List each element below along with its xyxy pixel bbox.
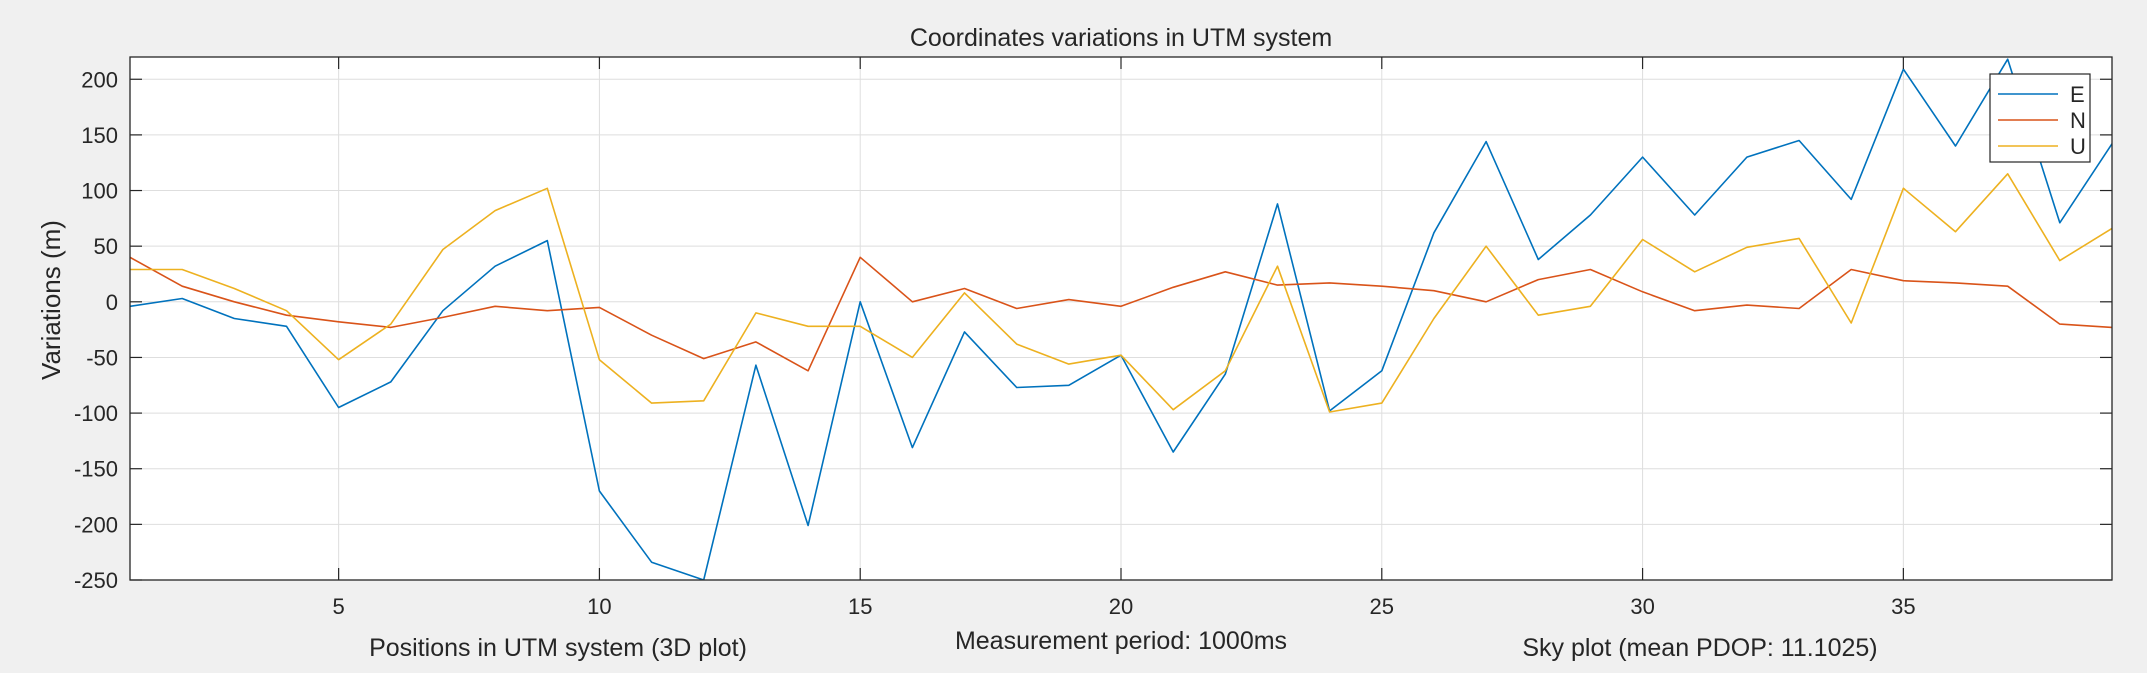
y-tick-label: 100 bbox=[81, 179, 118, 204]
legend-label-e: E bbox=[2070, 82, 2085, 107]
legend[interactable]: ENU bbox=[1989, 73, 2091, 163]
y-tick-label: 150 bbox=[81, 123, 118, 148]
legend-label-u: U bbox=[2070, 134, 2086, 159]
x-tick-label: 30 bbox=[1630, 594, 1654, 619]
y-tick-label: 0 bbox=[106, 290, 118, 315]
series-line-u bbox=[130, 173, 2112, 413]
y-tick-label: 200 bbox=[81, 67, 118, 92]
y-tick-label: -250 bbox=[74, 568, 118, 593]
y-tick-label: -150 bbox=[74, 457, 118, 482]
x-tick-label: 15 bbox=[848, 594, 872, 619]
y-tick-label: -50 bbox=[86, 345, 118, 370]
y-tick-label: -200 bbox=[74, 512, 118, 537]
x-tick-label: 20 bbox=[1109, 594, 1133, 619]
y-tick-label: 50 bbox=[94, 234, 118, 259]
legend-box bbox=[1989, 73, 2091, 163]
footer-left-label: Positions in UTM system (3D plot) bbox=[369, 634, 747, 662]
footer-center-label: Measurement period: 1000ms bbox=[955, 627, 1287, 655]
y-axis-label: Variations (m) bbox=[36, 220, 66, 380]
series-layer bbox=[130, 58, 2112, 580]
x-tick-label: 5 bbox=[333, 594, 345, 619]
legend-label-n: N bbox=[2070, 108, 2086, 133]
x-tick-label: 35 bbox=[1891, 594, 1915, 619]
y-tick-label: -100 bbox=[74, 401, 118, 426]
x-tick-label: 10 bbox=[587, 594, 611, 619]
chart-title: Coordinates variations in UTM system bbox=[910, 24, 1332, 52]
tick-marks bbox=[130, 57, 2112, 581]
footer-right-label: Sky plot (mean PDOP: 11.1025) bbox=[1522, 634, 1877, 662]
series-line-n bbox=[130, 256, 2112, 372]
tick-labels: 5 10 15 20 25 30 35 -250 -200 -150 -100 -50 0 50 100 15… bbox=[74, 67, 1916, 619]
x-tick-label: 25 bbox=[1370, 594, 1394, 619]
